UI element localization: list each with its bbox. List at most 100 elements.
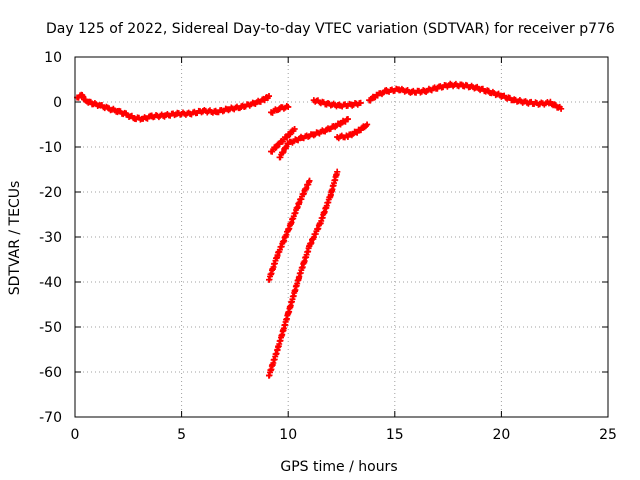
series-short-upper [268,103,292,116]
y-tick-label: -40 [39,275,62,291]
data-point [285,227,292,234]
data-point [396,86,403,93]
data-point [123,111,130,118]
data-point [472,84,479,91]
data-point [408,89,415,96]
data-point [349,101,356,108]
series-short-lower [334,121,371,142]
series-dip-segment [268,126,298,155]
x-axis-label: GPS time / hours [280,459,397,475]
data-point [268,109,275,116]
data-point [82,97,89,104]
x-tick-label: 15 [386,427,404,443]
data-point [285,132,292,139]
data-point [285,140,292,147]
y-tick-label: 0 [53,95,62,111]
data-point [447,81,454,88]
data-point [285,103,292,110]
data-point [334,168,341,175]
y-axis-label: SDTVAR / TECUs [7,181,23,296]
y-tick-label: -30 [39,230,62,246]
data-point [97,102,104,109]
data-point [212,108,219,115]
data-point [148,113,155,120]
data-point [266,372,273,379]
data-point [238,103,245,110]
data-point [161,112,168,119]
data-point [106,105,113,112]
data-point [131,115,138,122]
data-point [89,100,96,107]
data-point [558,105,565,112]
data-point [336,121,343,128]
x-tick-label: 25 [599,427,617,443]
data-point [291,126,298,132]
data-point [268,148,275,155]
plot-frame [74,56,609,418]
data-point [199,108,206,114]
y-tick-label: -20 [39,185,62,201]
x-tick-label: 10 [279,427,297,443]
data-point [421,88,428,95]
data-point [323,126,330,133]
data-point [344,116,351,123]
data-point [285,310,292,317]
data-point [114,108,121,114]
data-point [225,106,232,113]
data-point [364,121,371,128]
grid-lines [75,57,608,417]
data-point [511,97,518,104]
data-point [274,252,281,258]
data-point [536,100,543,107]
data-point [547,99,554,106]
y-tick-label: -10 [39,140,62,156]
data-point [485,88,492,95]
data-point [78,91,85,98]
data-point [460,82,467,89]
series-steep-a [266,177,313,283]
data-point [323,100,330,107]
data-point [374,91,381,98]
series-rising-mid [276,116,351,161]
data-point [295,200,302,207]
data-point [261,96,268,103]
data-point [306,177,313,184]
series-markers [310,97,364,110]
data-point [310,131,317,138]
y-tick-label: -60 [39,365,62,381]
data-point [266,276,273,283]
data-point [310,97,317,104]
data-point [327,191,334,198]
series-steep-b [266,168,341,379]
series-mid-flat [310,97,364,110]
data-point [498,92,505,99]
y-tick-label: -70 [39,410,62,426]
data-point [434,84,441,91]
data-point [355,127,362,134]
axis-ticks: 0 5 10 15 20 25 -70 -60 -50 -40 -30 -20 -10 0 10 [39,50,617,443]
x-tick-label: 5 [177,427,186,443]
data-point [297,135,304,141]
chart-title: Day 125 of 2022, Sidereal Day-to-day VTE… [46,21,615,37]
y-tick-label: 10 [44,50,62,66]
data-markers [74,80,565,379]
data-point [276,140,283,147]
data-point [357,99,364,106]
data-point [274,346,281,353]
data-point [276,105,283,112]
data-point [306,243,313,249]
series-early-day [74,91,273,123]
data-point [334,134,341,141]
data-point [336,102,343,109]
x-tick-label: 0 [71,427,80,443]
data-point [140,115,147,122]
data-point [276,154,283,161]
data-point [174,110,181,117]
data-point [251,100,258,107]
data-point [523,99,530,106]
data-point [344,133,351,140]
data-point [383,88,390,95]
y-tick-label: -50 [39,320,62,336]
data-point [187,110,194,117]
